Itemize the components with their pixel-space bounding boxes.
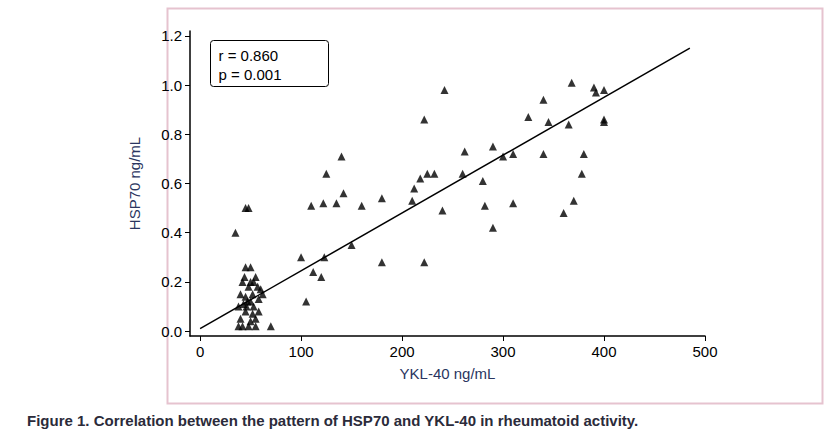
svg-text:0.6: 0.6 <box>161 175 182 192</box>
svg-text:r = 0.860: r = 0.860 <box>219 47 279 64</box>
svg-text:p = 0.001: p = 0.001 <box>219 66 282 83</box>
svg-text:500: 500 <box>692 343 717 360</box>
svg-text:100: 100 <box>289 343 314 360</box>
svg-text:HSP70 ng/mL: HSP70 ng/mL <box>126 137 143 230</box>
svg-text:0.2: 0.2 <box>161 273 182 290</box>
svg-text:0.8: 0.8 <box>161 126 182 143</box>
svg-text:1.0: 1.0 <box>161 77 182 94</box>
svg-text:0.0: 0.0 <box>161 323 182 340</box>
svg-text:300: 300 <box>491 343 516 360</box>
svg-text:Figure 1. Correlation between: Figure 1. Correlation between the patter… <box>27 412 638 429</box>
svg-text:YKL-40 ng/mL: YKL-40 ng/mL <box>400 365 496 382</box>
svg-text:0: 0 <box>196 343 204 360</box>
svg-text:400: 400 <box>592 343 617 360</box>
svg-text:1.2: 1.2 <box>161 27 182 44</box>
svg-text:0.4: 0.4 <box>161 224 182 241</box>
svg-text:200: 200 <box>390 343 415 360</box>
